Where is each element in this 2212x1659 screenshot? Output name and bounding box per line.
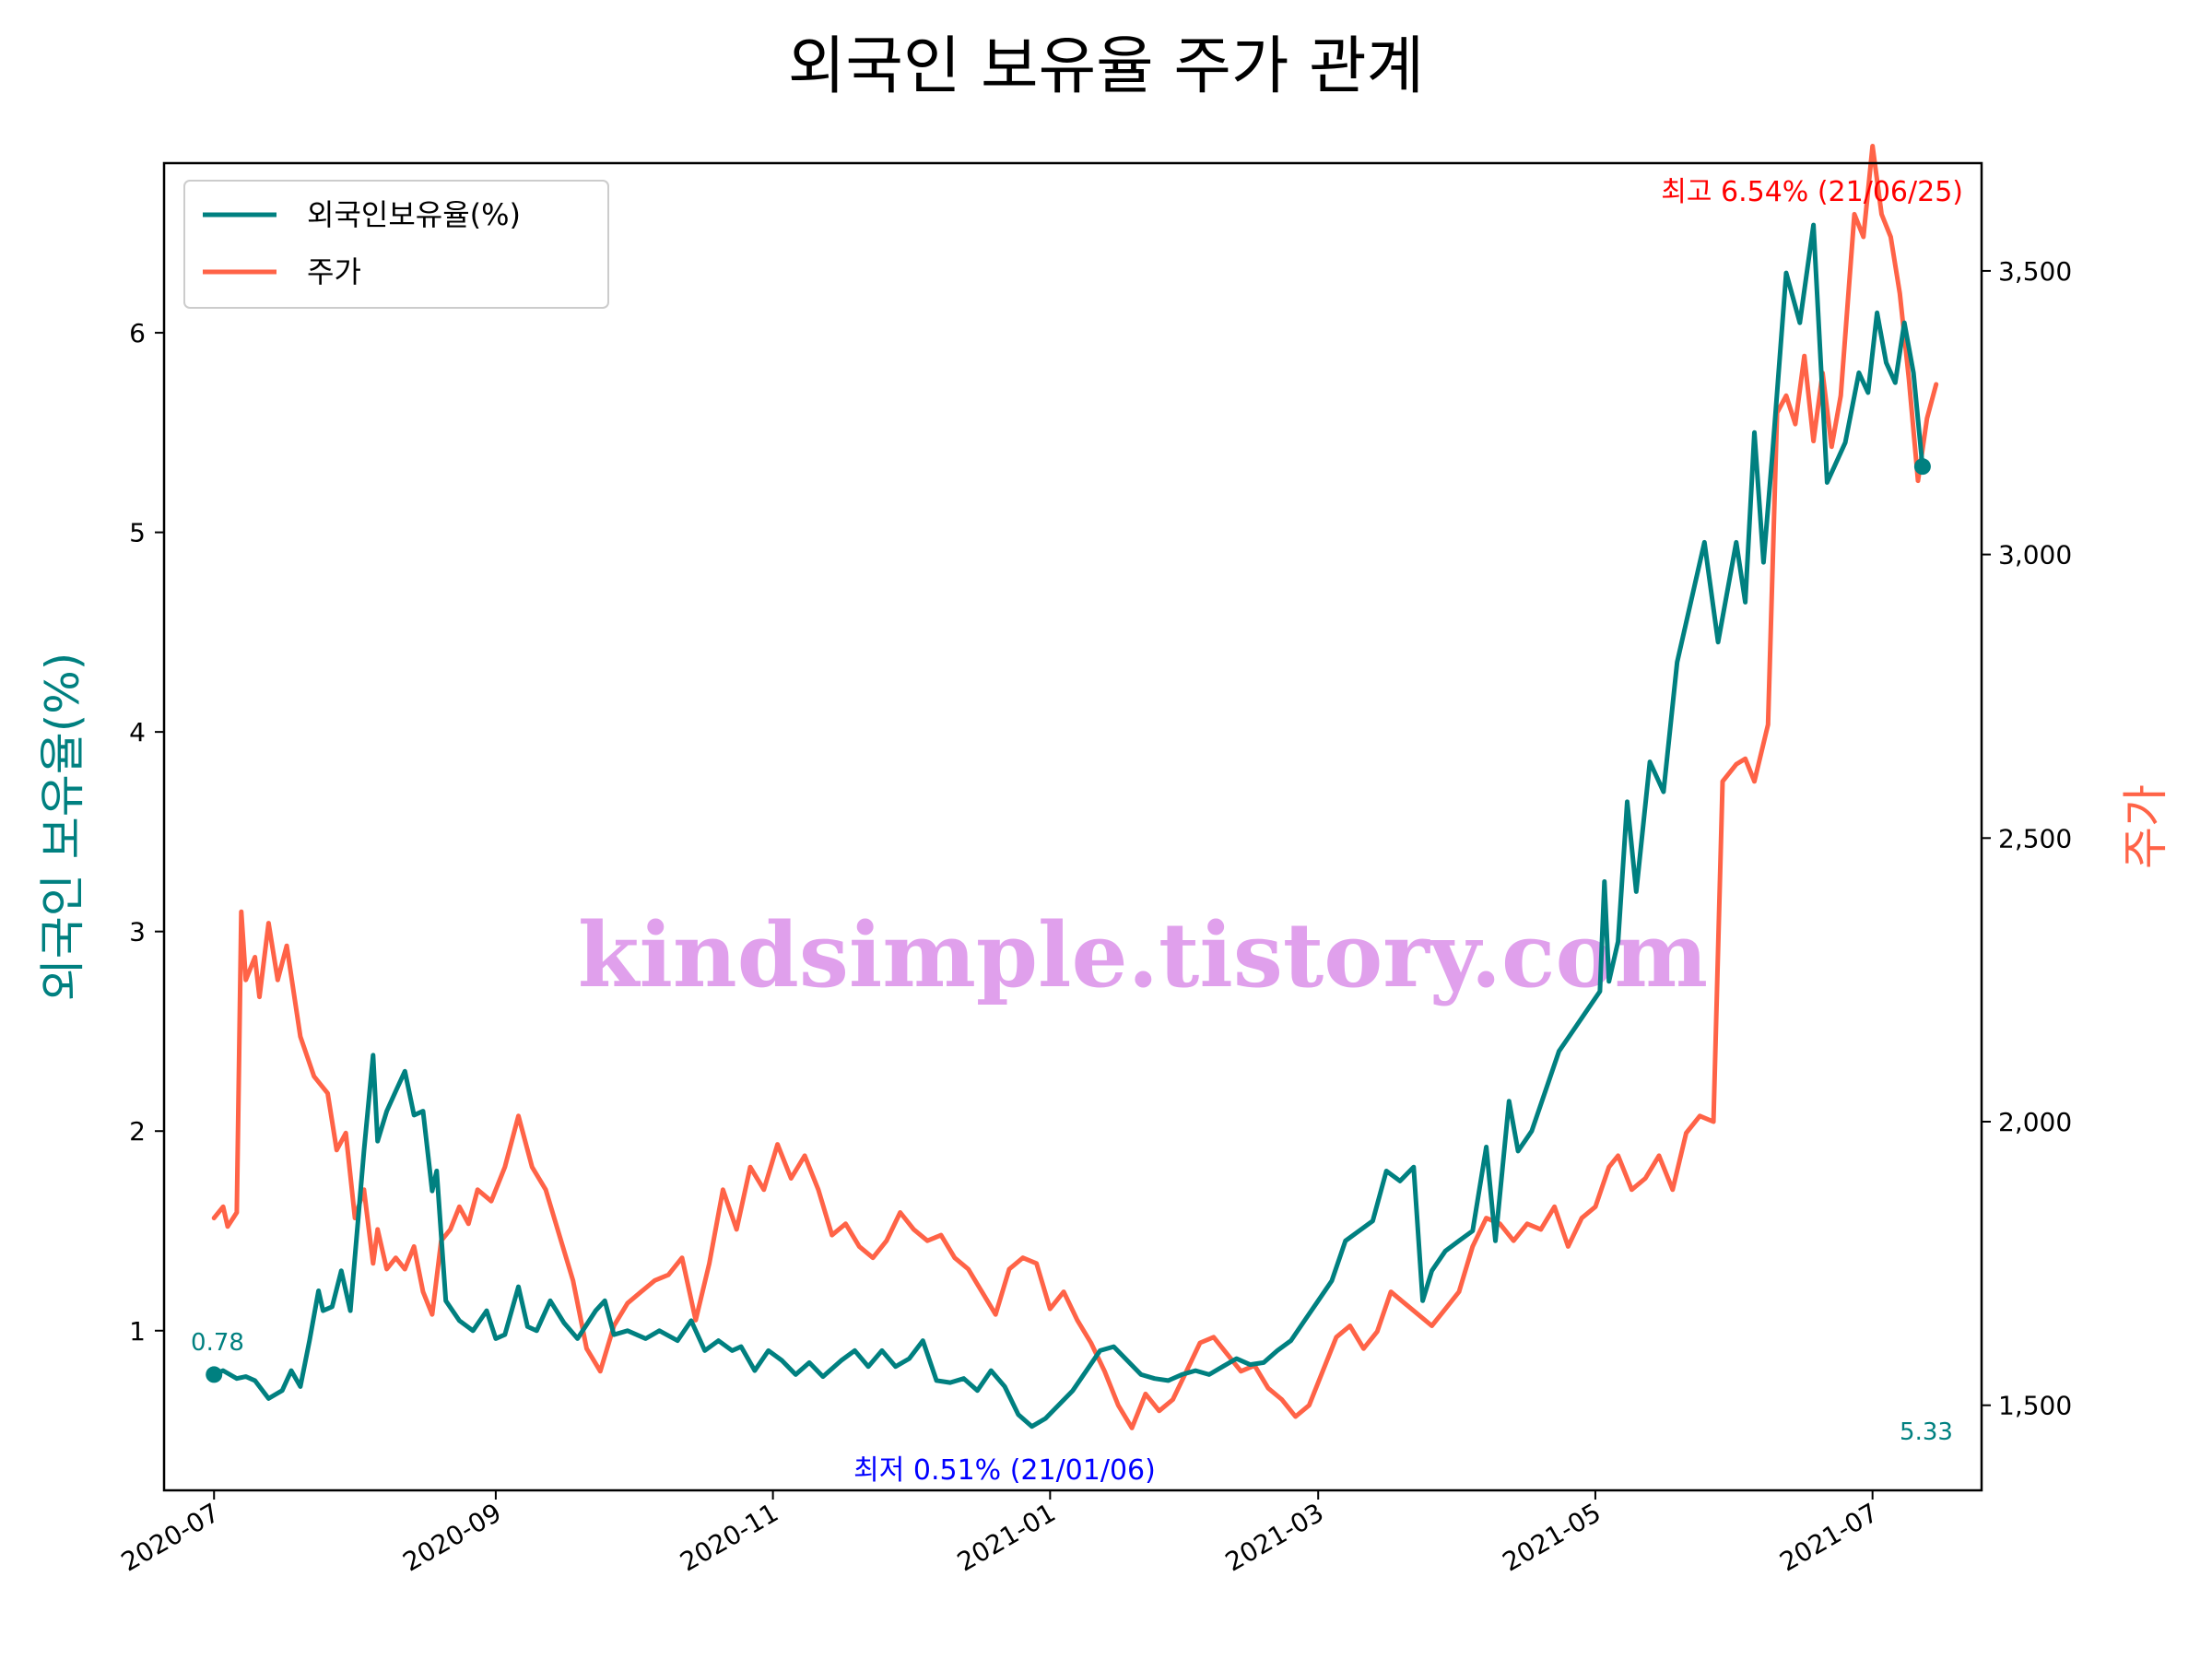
- y-left-tick-label: 5: [129, 518, 146, 548]
- end-point-marker: [1913, 458, 1931, 476]
- y-right-tick-label: 1,500: [1998, 1391, 2072, 1421]
- y-right-tick-label: 3,500: [1998, 256, 2072, 287]
- watermark-text: kindsimple.tistory.com: [578, 903, 1708, 1007]
- start-value-label: 0.78: [191, 1329, 244, 1357]
- y-axis-left-label: 외국인 보유율(%): [36, 653, 89, 1001]
- y-right-tick-label: 2,000: [1998, 1107, 2072, 1137]
- y-left-tick-label: 6: [129, 318, 146, 348]
- foreign-ownership-line: [211, 222, 1925, 1430]
- series-layer: [206, 144, 1939, 1430]
- chart-title: 외국인 보유율 주가 관계: [788, 30, 1424, 103]
- y-left-tick-label: 1: [129, 1316, 146, 1347]
- max-annotation: 최고 6.54% (21/06/25): [1661, 176, 1963, 208]
- y-axis-right-label: 주가: [2119, 784, 2172, 869]
- y-left-tick-label: 2: [129, 1116, 146, 1147]
- y-left-tick-label: 4: [129, 717, 146, 747]
- y-right-tick-label: 2,500: [1998, 823, 2072, 853]
- min-annotation: 최저 0.51% (21/01/06): [853, 1454, 1156, 1487]
- price-line: [211, 144, 1939, 1430]
- legend-label-price: 주가: [307, 254, 361, 289]
- end-value-label: 5.33: [1900, 1418, 1953, 1446]
- y-right-tick-label: 3,000: [1998, 540, 2072, 571]
- y-left-tick-label: 3: [129, 917, 146, 947]
- plot-frame: [162, 161, 1983, 1492]
- start-point-marker: [206, 1366, 223, 1383]
- legend-label-foreign: 외국인보유율(%): [307, 197, 521, 232]
- legend-box: [183, 180, 609, 309]
- legend: 외국인보유율(%) 주가: [183, 180, 609, 309]
